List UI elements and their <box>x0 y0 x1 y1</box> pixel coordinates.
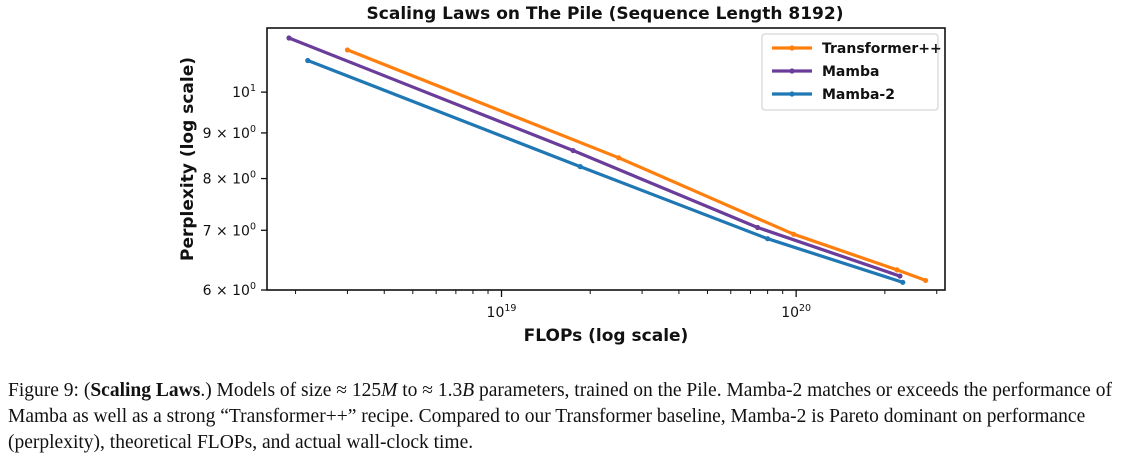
axis-ticks: 1019 1020 101 9 × 100 8 × 100 7 × 100 6 × 100 <box>203 83 938 321</box>
caption-unit-m: M <box>381 380 398 401</box>
caption-prefix: Figure 9: ( <box>8 380 91 401</box>
figure-caption: Figure 9: (Scaling Laws.) Models of size… <box>8 378 1120 456</box>
y-tick-label: 8 × 100 <box>203 170 256 188</box>
data-point <box>616 155 622 161</box>
legend-label: Transformer++ <box>822 41 942 57</box>
legend-label: Mamba-2 <box>822 87 895 103</box>
data-point <box>305 57 311 64</box>
legend-marker <box>789 68 795 74</box>
legend-label: Mamba <box>822 64 879 80</box>
data-point <box>344 47 351 53</box>
y-tick-label: 101 <box>232 83 256 101</box>
series-layer <box>286 35 929 285</box>
data-point <box>790 231 797 237</box>
y-axis-label: Perplexity (log scale) <box>178 57 198 261</box>
data-point <box>570 147 576 154</box>
data-point <box>755 224 761 231</box>
caption-unit-b: B <box>462 380 475 401</box>
series-line <box>306 58 905 284</box>
legend: Transformer++ Mamba Mamba-2 <box>761 33 942 111</box>
series-mamba <box>286 35 903 279</box>
caption-text-2: to ≈ 1.3 <box>397 380 463 401</box>
caption-bold-title: Scaling Laws <box>90 380 201 401</box>
plot-frame <box>266 27 946 291</box>
data-point <box>765 236 771 242</box>
data-point <box>894 267 900 273</box>
y-tick-label: 9 × 100 <box>203 124 256 142</box>
legend-marker <box>789 91 795 97</box>
caption-text-1: .) Models of size ≈ 125 <box>200 380 382 401</box>
legend-box <box>761 33 939 111</box>
x-tick-label: 1020 <box>781 303 811 321</box>
series-mamba-2 <box>305 57 906 285</box>
caption-text-3: parameters, trained on the Pile. Mamba-2… <box>8 380 1112 453</box>
chart-title: Scaling Laws on The Pile (Sequence Lengt… <box>367 4 844 24</box>
data-point <box>897 273 903 279</box>
y-tick-label: 7 × 100 <box>203 221 256 239</box>
x-tick-label: 1019 <box>487 303 517 321</box>
data-point <box>900 279 906 285</box>
series-transformer- <box>344 47 929 284</box>
data-point <box>286 35 292 41</box>
data-point <box>923 277 929 284</box>
y-tick-label: 6 × 100 <box>203 281 256 299</box>
series-line <box>287 36 902 278</box>
x-axis-label: FLOPs (log scale) <box>524 326 689 346</box>
data-point <box>577 164 583 170</box>
legend-marker <box>789 45 795 51</box>
